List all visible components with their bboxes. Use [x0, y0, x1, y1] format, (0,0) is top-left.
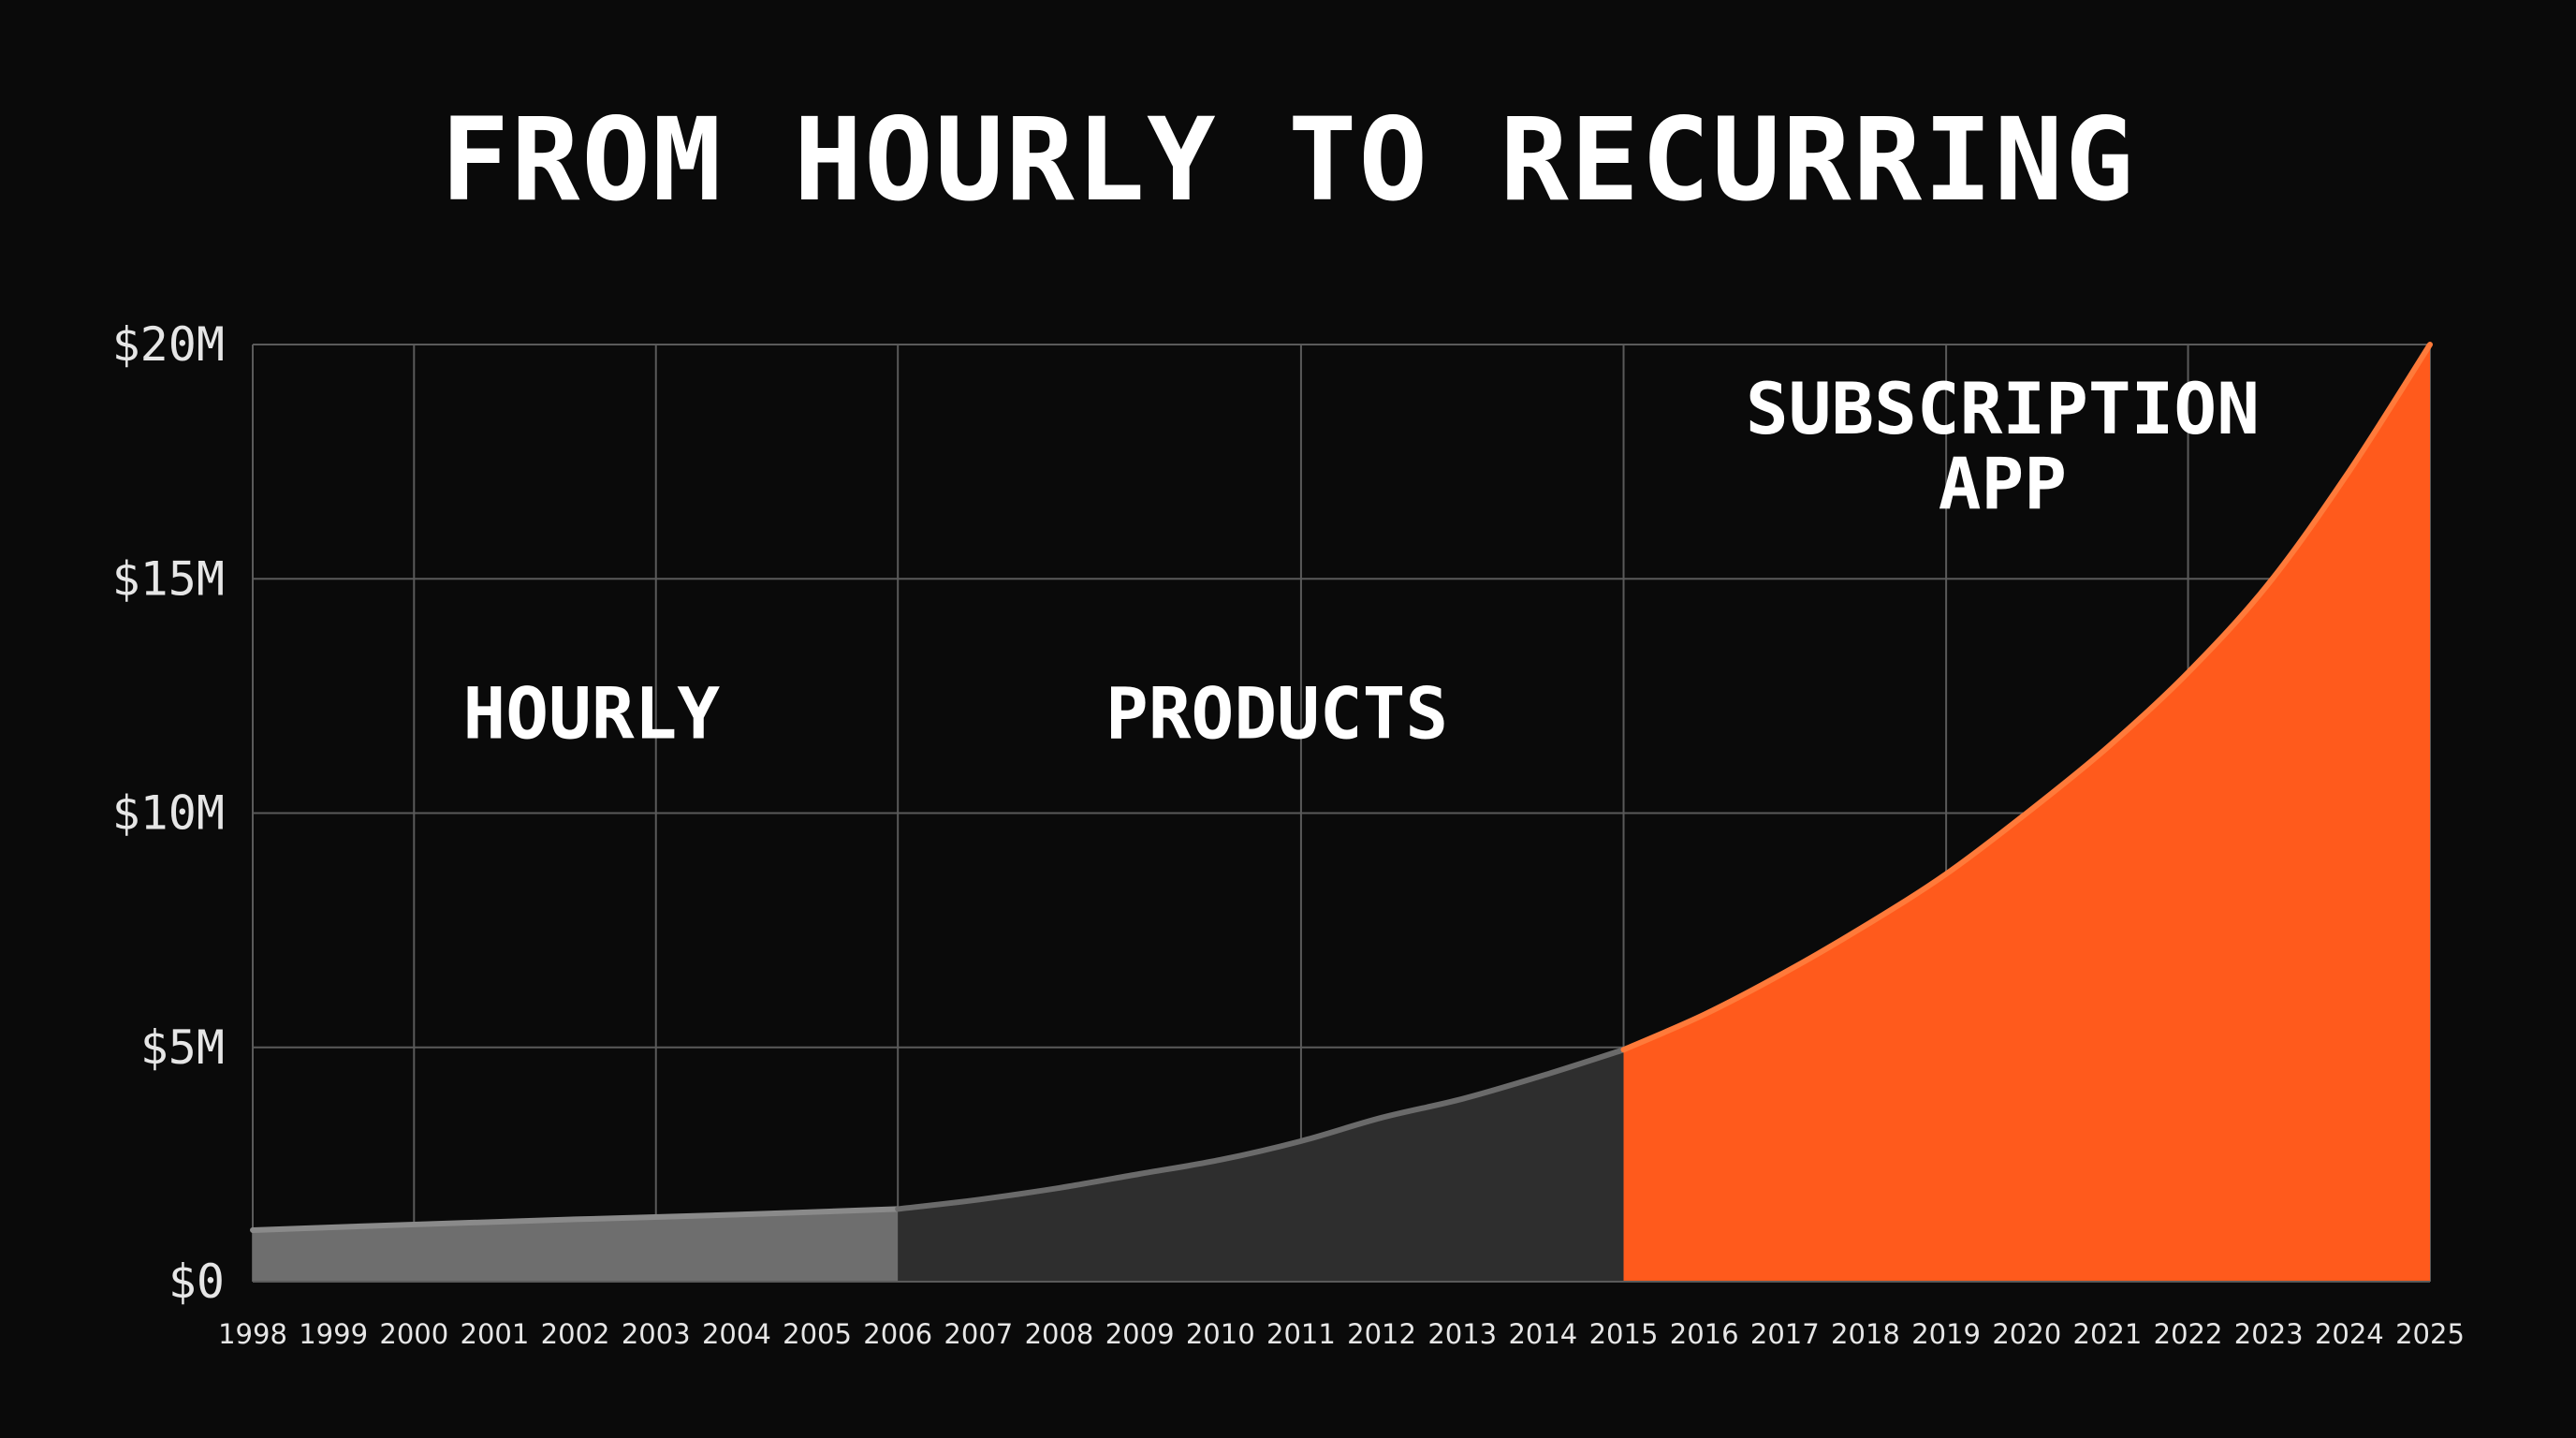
- x-tick-label: 2002: [541, 1318, 610, 1350]
- annotation-layer: HOURLY PRODUCTS SUBSCRIPTION APP: [463, 367, 2260, 755]
- x-tick-label: 2007: [944, 1318, 1013, 1350]
- x-tick-label: 2024: [2315, 1318, 2384, 1350]
- x-tick-label: 1998: [218, 1318, 287, 1350]
- axis-layer: $0 $5M $10M $15M $20M 1998 1999 2000 2001 2002 200…: [112, 317, 2465, 1350]
- x-tick-label: 2019: [1911, 1318, 1981, 1350]
- x-tick-label: 2023: [2234, 1318, 2304, 1350]
- y-tick-label: $5M: [140, 1020, 225, 1075]
- x-tick-label: 2018: [1831, 1318, 1900, 1350]
- y-tick-label: $20M: [112, 317, 225, 372]
- x-tick-label: 2025: [2395, 1318, 2465, 1350]
- x-tick-label: 2013: [1427, 1318, 1497, 1350]
- x-tick-label: 2021: [2073, 1318, 2143, 1350]
- area-products: [898, 1049, 1624, 1282]
- annotation-label: PRODUCTS: [1105, 671, 1448, 755]
- x-tick-label: 2011: [1266, 1318, 1336, 1350]
- x-tick-label: 2015: [1589, 1318, 1659, 1350]
- annotation-label: SUBSCRIPTION APP: [1746, 367, 2260, 525]
- annotation-label: HOURLY: [463, 671, 721, 755]
- x-tick-label: 2020: [1992, 1318, 2061, 1350]
- y-tick-label: $10M: [112, 786, 225, 841]
- x-tick-label: 1999: [299, 1318, 368, 1350]
- x-tick-label: 2001: [461, 1318, 530, 1350]
- x-tick-label: 2006: [863, 1318, 932, 1350]
- x-tick-label: 2003: [622, 1318, 691, 1350]
- annotation-line: SUBSCRIPTION: [1746, 367, 2260, 450]
- y-tick-label: $15M: [112, 551, 225, 606]
- chart-title: FROM HOURLY TO RECURRING: [440, 94, 2136, 227]
- line-subscription: [1620, 342, 2433, 1053]
- x-tick-label: 2004: [702, 1318, 771, 1350]
- x-tick-label: 2008: [1025, 1318, 1094, 1350]
- x-tick-label: 2014: [1508, 1318, 1577, 1350]
- x-tick-label: 2022: [2154, 1318, 2223, 1350]
- x-tick-label: 2012: [1347, 1318, 1416, 1350]
- annotation-line: PRODUCTS: [1105, 671, 1448, 755]
- y-tick-label: $0: [168, 1255, 225, 1309]
- line-products: [895, 1047, 1627, 1212]
- x-tick-label: 2017: [1750, 1318, 1820, 1350]
- area-layer: [250, 342, 2433, 1282]
- annotation-line: APP: [1939, 442, 2067, 525]
- x-tick-label: 2016: [1670, 1318, 1739, 1350]
- x-tick-label: 2000: [379, 1318, 448, 1350]
- x-tick-label: 2005: [783, 1318, 852, 1350]
- x-tick-label: 2009: [1105, 1318, 1175, 1350]
- annotation-line: HOURLY: [463, 671, 721, 755]
- x-tick-label: 2010: [1186, 1318, 1255, 1350]
- line-hourly: [250, 1206, 901, 1233]
